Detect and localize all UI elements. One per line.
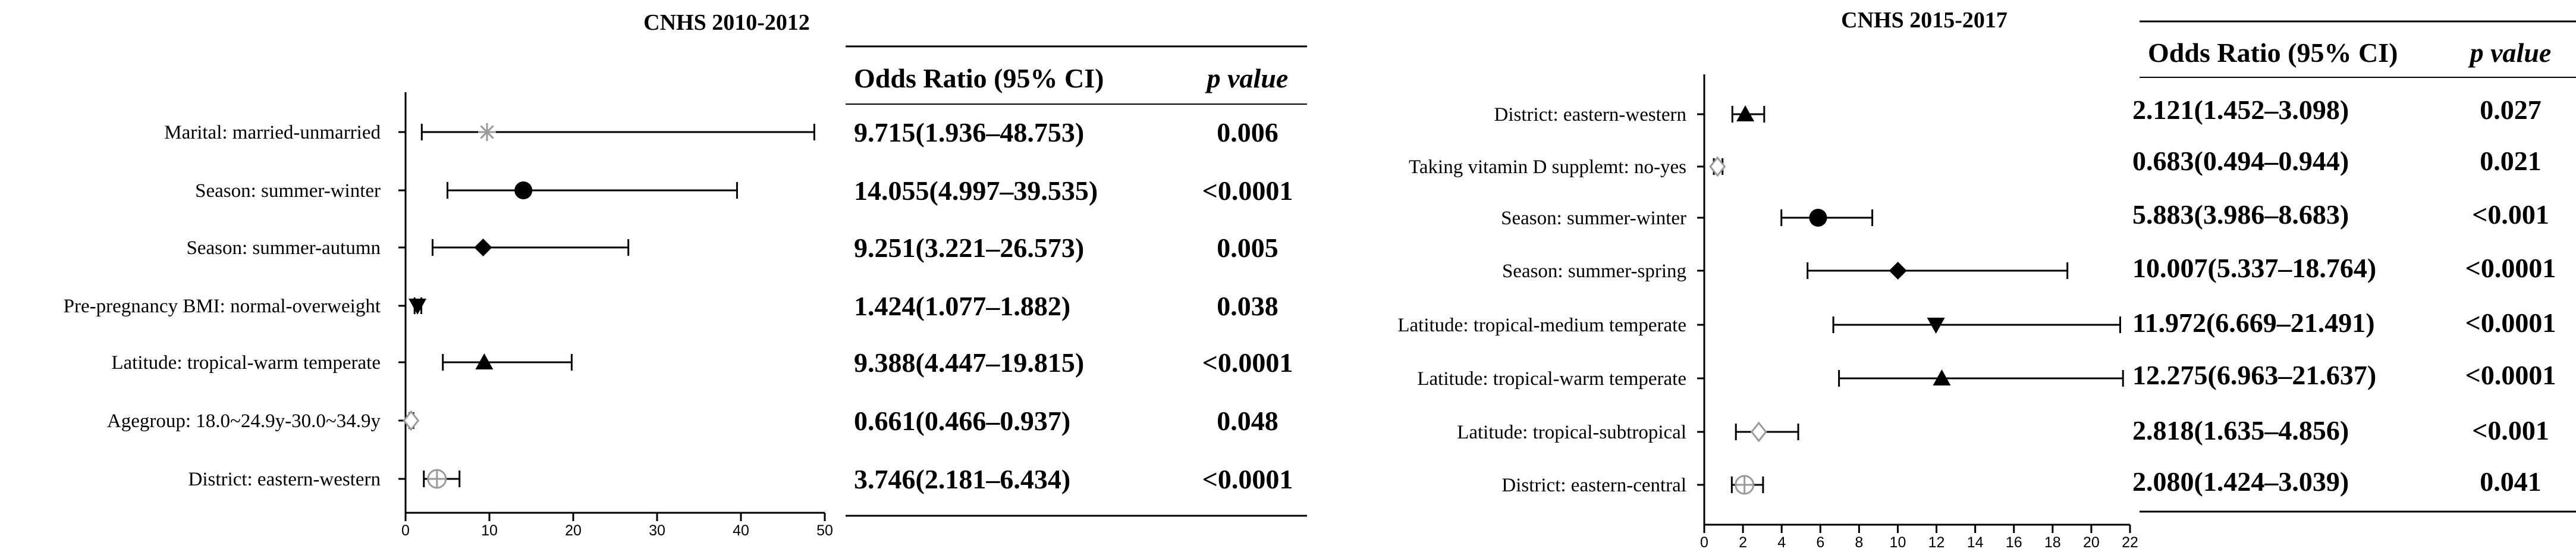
odds-ratio-cell: 11.972(6.669–21.491) xyxy=(2132,308,2375,338)
p-value-cell: <0.0001 xyxy=(1202,175,1293,206)
marker-triangle-up-icon xyxy=(1736,105,1755,121)
row-label: Season: summer-winter xyxy=(1501,208,1686,229)
ci-whisker xyxy=(1832,316,2121,333)
p-value-cell: 0.048 xyxy=(1217,406,1278,436)
row-label: Agegroup: 18.0~24.9y-30.0~34.9y xyxy=(107,410,381,432)
x-tick-label: 20 xyxy=(565,522,582,539)
x-tick-label: 14 xyxy=(1967,534,1984,551)
ci-whisker xyxy=(446,182,738,199)
odds-ratio-cell: 2.121(1.452–3.098) xyxy=(2132,95,2349,125)
marker-circle-icon xyxy=(1809,209,1827,227)
marker-circle-icon xyxy=(514,181,533,199)
x-tick-label: 50 xyxy=(816,522,833,539)
row-label: Latitude: tropical-warm temperate xyxy=(1417,368,1686,390)
panel-right-x-ticks: 0 2 4 6 8 10 12 14 16 18 20 22 xyxy=(1700,525,2138,551)
p-value-cell: 0.006 xyxy=(1217,117,1278,148)
marker-triangle-down-icon xyxy=(1927,318,1945,334)
panel-left-title: CNHS 2010-2012 xyxy=(643,10,810,35)
panel-right-rows: District: eastern-western Taking vitamin … xyxy=(1397,104,2124,496)
odds-ratio-cell: 9.715(1.936–48.753) xyxy=(854,117,1084,148)
x-tick-label: 12 xyxy=(1928,534,1945,551)
panel-left-p-header: p value xyxy=(1205,63,1289,93)
odds-ratio-cell: 0.661(0.466–0.937) xyxy=(854,406,1070,436)
p-value-cell: <0.0001 xyxy=(2465,308,2556,338)
odds-ratio-cell: 1.424(1.077–1.882) xyxy=(854,291,1070,321)
panel-right-table-body: 2.121(1.452–3.098) 0.027 0.683(0.494–0.944… xyxy=(2132,95,2556,497)
marker-triangle-down-icon xyxy=(409,299,427,315)
marker-triangle-up-icon xyxy=(475,353,494,369)
x-tick-label: 8 xyxy=(1855,534,1863,551)
odds-ratio-cell: 2.818(1.635–4.856) xyxy=(2132,415,2349,446)
p-value-cell: <0.0001 xyxy=(2465,253,2556,283)
panel-left: CNHS 2010-2012 0 10 20 30 40 50 Marital: marr… xyxy=(64,10,1307,539)
panel-left-table-body: 9.715(1.936–48.753) 0.006 14.055(4.997–39.… xyxy=(854,117,1293,494)
panel-left-x-ticks: 0 10 20 30 40 50 xyxy=(401,513,833,539)
p-value-cell: 0.041 xyxy=(2480,466,2542,497)
panel-left-or-header: Odds Ratio (95% CI) xyxy=(854,63,1104,93)
odds-ratio-cell: 2.080(1.424–3.039) xyxy=(2132,466,2349,497)
p-value-cell: <0.0001 xyxy=(1202,347,1293,378)
x-tick-label: 4 xyxy=(1777,534,1786,551)
x-tick-label: 10 xyxy=(1890,534,1906,551)
panel-right-title: CNHS 2015-2017 xyxy=(1841,8,2008,33)
odds-ratio-cell: 3.746(2.181–6.434) xyxy=(854,464,1070,494)
row-label: Latitude: tropical-warm temperate xyxy=(111,352,381,374)
odds-ratio-cell: 5.883(3.986–8.683) xyxy=(2132,199,2349,230)
marker-diamond-icon xyxy=(474,239,492,256)
marker-open-diamond-icon xyxy=(1750,421,1767,443)
odds-ratio-cell: 14.055(4.997–39.535) xyxy=(854,175,1098,206)
row-label: District: eastern-western xyxy=(189,469,381,490)
x-tick-label: 0 xyxy=(1700,534,1708,551)
p-value-cell: 0.038 xyxy=(1217,291,1278,321)
row-label: District: eastern-central xyxy=(1501,475,1686,496)
row-label: Season: summer-spring xyxy=(1502,261,1686,282)
panel-right-p-header: p value xyxy=(2468,37,2552,68)
p-value-cell: 0.027 xyxy=(2480,95,2542,125)
odds-ratio-cell: 9.251(3.221–26.573) xyxy=(854,233,1084,263)
row-label: Latitude: tropical-subtropical xyxy=(1457,422,1686,443)
p-value-cell: <0.001 xyxy=(2472,199,2549,230)
marker-open-diamond-icon xyxy=(403,410,420,431)
x-tick-label: 0 xyxy=(401,522,410,539)
marker-triangle-up-icon xyxy=(1933,369,1951,385)
marker-open-diamond-icon xyxy=(1709,156,1726,177)
marker-open-circle-cross-icon xyxy=(1735,475,1755,495)
row-label: Season: summer-autumn xyxy=(186,237,381,259)
x-tick-label: 18 xyxy=(2044,534,2061,551)
marker-diamond-icon xyxy=(1889,262,1907,280)
x-tick-label: 16 xyxy=(2006,534,2022,551)
x-tick-label: 20 xyxy=(2083,534,2100,551)
x-tick-label: 10 xyxy=(481,522,498,539)
panel-left-rows: Marital: married-unmarried Season: summer… xyxy=(64,122,815,490)
x-tick-label: 6 xyxy=(1816,534,1824,551)
ci-whisker xyxy=(1807,262,2069,279)
p-value-cell: <0.0001 xyxy=(2465,360,2556,390)
ci-whisker xyxy=(442,354,573,371)
row-label: Latitude: tropical-medium temperate xyxy=(1397,315,1686,336)
x-tick-label: 2 xyxy=(1739,534,1747,551)
odds-ratio-cell: 10.007(5.337–18.764) xyxy=(2132,253,2376,283)
odds-ratio-cell: 0.683(0.494–0.944) xyxy=(2132,146,2349,176)
odds-ratio-cell: 12.275(6.963–21.637) xyxy=(2132,360,2376,390)
p-value-cell: 0.005 xyxy=(1217,233,1278,263)
row-label: Marital: married-unmarried xyxy=(164,122,381,143)
row-label: District: eastern-western xyxy=(1494,104,1686,126)
odds-ratio-cell: 9.388(4.447–19.815) xyxy=(854,347,1084,378)
p-value-cell: <0.0001 xyxy=(1202,464,1293,494)
row-label: Pre-pregnancy BMI: normal-overweight xyxy=(64,296,381,317)
row-label: Season: summer-winter xyxy=(195,180,381,202)
marker-asterisk-icon xyxy=(477,123,496,141)
row-label: Taking vitamin D supplemt: no-yes xyxy=(1409,156,1686,178)
panel-right: CNHS 2015-2017 0 2 4 6 8 10 12 14 16 18 20 22 Distr… xyxy=(1397,8,2576,551)
x-tick-label: 40 xyxy=(733,522,749,539)
p-value-cell: <0.001 xyxy=(2472,415,2549,446)
x-tick-label: 30 xyxy=(649,522,665,539)
panel-right-or-header: Odds Ratio (95% CI) xyxy=(2148,37,2398,68)
ci-whisker xyxy=(1838,370,2124,387)
p-value-cell: 0.021 xyxy=(2480,146,2542,176)
ci-whisker xyxy=(431,239,630,256)
marker-open-circle-cross-icon xyxy=(427,469,447,489)
x-tick-label: 22 xyxy=(2122,534,2138,551)
